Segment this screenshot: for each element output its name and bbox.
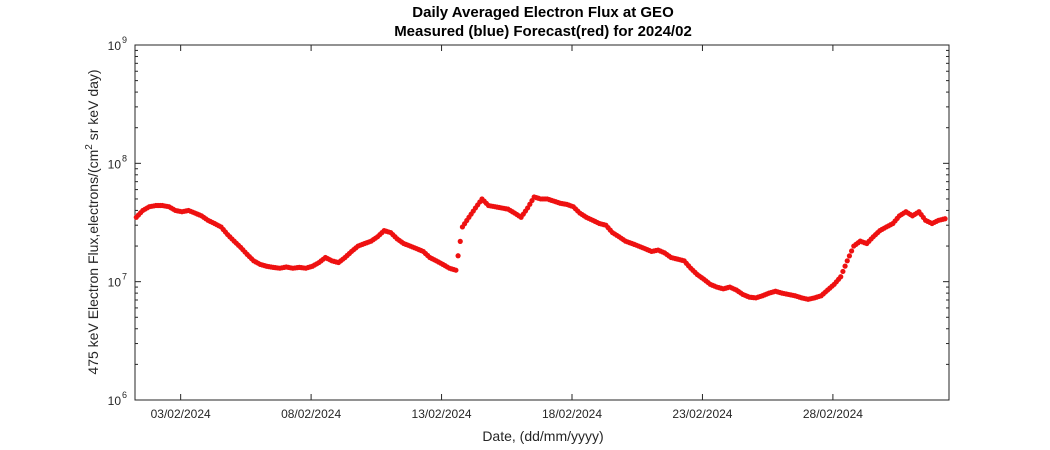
y-tick-label-exponent: 7 [122, 272, 127, 282]
data-point [844, 258, 850, 264]
data-point-interp [846, 253, 853, 259]
y-tick-label-base: 10 [108, 394, 122, 408]
plot-area-frame [134, 44, 950, 401]
y-axis-label: 475 keV Electron Flux,electrons/(cm2 sr … [84, 69, 101, 374]
x-axis: 03/02/2024 08/02/2024 13/02/2024 18/02/2024… [151, 45, 863, 421]
y-tick-label-base: 10 [108, 276, 122, 290]
data-point-interp [842, 263, 848, 269]
chart-subtitle: Measured (blue) Forecast(red) for 2024/0… [394, 23, 692, 40]
y-axis-label-tail: sr keV day) [85, 69, 101, 144]
y-tick-label-exponent: 6 [122, 390, 127, 400]
x-axis-label: Date, (dd/mm/yyyy) [482, 428, 603, 444]
data-point-interp [455, 253, 461, 259]
y-tick-label-base: 10 [108, 157, 122, 171]
data-point-interp [840, 268, 846, 275]
forecast-series [133, 194, 948, 302]
x-tick-label: 03/02/2024 [151, 407, 211, 421]
x-tick-label: 13/02/2024 [412, 407, 472, 421]
x-tick-label: 28/02/2024 [803, 407, 863, 421]
y-tick-label-exponent: 9 [122, 35, 127, 45]
y-axis-label-superscript: 2 [84, 144, 95, 150]
y-tick-label-base: 10 [108, 39, 122, 53]
chart-title: Daily Averaged Electron Flux at GEO [412, 4, 674, 21]
data-point [942, 216, 948, 222]
data-point [838, 274, 844, 280]
y-axis-label-main: 475 keV Electron Flux,electrons/(cm [85, 150, 101, 375]
x-tick-label: 18/02/2024 [542, 407, 602, 421]
x-tick-label: 08/02/2024 [281, 407, 341, 421]
data-point [453, 267, 459, 273]
y-tick-label-exponent: 8 [122, 153, 127, 163]
data-point-interp [848, 248, 855, 254]
x-tick-label: 23/02/2024 [672, 407, 732, 421]
data-point-interp [457, 238, 463, 244]
